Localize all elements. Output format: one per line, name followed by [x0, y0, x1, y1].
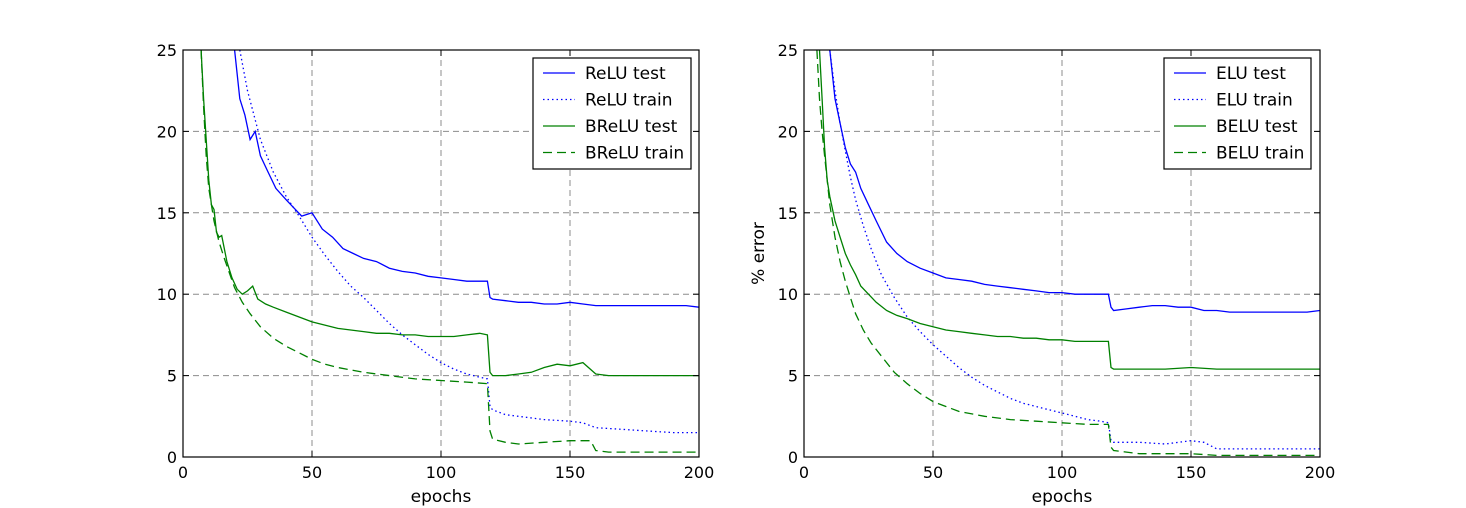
y-tick-label: 5: [788, 367, 798, 386]
y-tick-label: 20: [157, 122, 177, 141]
legend-label: BReLU train: [585, 144, 684, 164]
y-axis-label: % error: [749, 222, 769, 285]
y-tick-label: 5: [167, 367, 177, 386]
x-tick-label: 0: [799, 463, 809, 482]
legend-label: BReLU test: [585, 117, 678, 137]
x-axis-label: epochs: [411, 487, 472, 507]
legend-label: ReLU test: [585, 64, 666, 84]
legend: ELU test ELU train BELU test BELU train: [1163, 57, 1312, 170]
series-line-brelu-test: [200, 50, 699, 377]
x-tick-label: 200: [684, 463, 715, 482]
y-tick-label: 0: [788, 448, 798, 467]
legend: ReLU test ReLU train BReLU test BReLU train: [532, 57, 692, 170]
x-axis-label: epochs: [1032, 487, 1093, 507]
y-tick-label: 0: [167, 448, 177, 467]
y-tick-label: 25: [157, 41, 177, 60]
legend-label: BELU test: [1216, 117, 1298, 137]
x-tick-label: 0: [178, 463, 188, 482]
y-tick-label: 15: [778, 204, 798, 223]
x-tick-label: 100: [426, 463, 457, 482]
x-tick-label: 100: [1047, 463, 1078, 482]
legend-label: BELU train: [1216, 144, 1304, 164]
legend-label: ReLU train: [585, 91, 673, 111]
legend-box: [1163, 57, 1312, 170]
x-tick-label: 150: [555, 463, 586, 482]
legend-label: ELU train: [1216, 91, 1293, 111]
y-tick-label: 10: [157, 285, 177, 304]
x-tick-label: 50: [302, 463, 322, 482]
chart-panel-2: 0 50 100 150 200 0 5 10 15 20 25 epochs % error ELU t…: [749, 41, 1335, 507]
x-tick-label: 150: [1176, 463, 1207, 482]
legend-box: [532, 57, 692, 170]
x-tick-label: 200: [1305, 463, 1336, 482]
legend-label: ELU test: [1216, 64, 1286, 84]
y-tick-label: 15: [157, 204, 177, 223]
y-tick-label: 25: [778, 41, 798, 60]
x-tick-label: 50: [923, 463, 943, 482]
series-line-belu-test: [818, 50, 1320, 370]
y-tick-label: 20: [778, 122, 798, 141]
series-line-relu-test: [233, 50, 699, 308]
series-line-brelu-train: [200, 50, 699, 453]
y-tick-label: 10: [778, 285, 798, 304]
series-line-elu-test: [829, 50, 1320, 313]
series-line-relu-train: [239, 50, 699, 434]
series-line-belu-train: [816, 50, 1320, 457]
